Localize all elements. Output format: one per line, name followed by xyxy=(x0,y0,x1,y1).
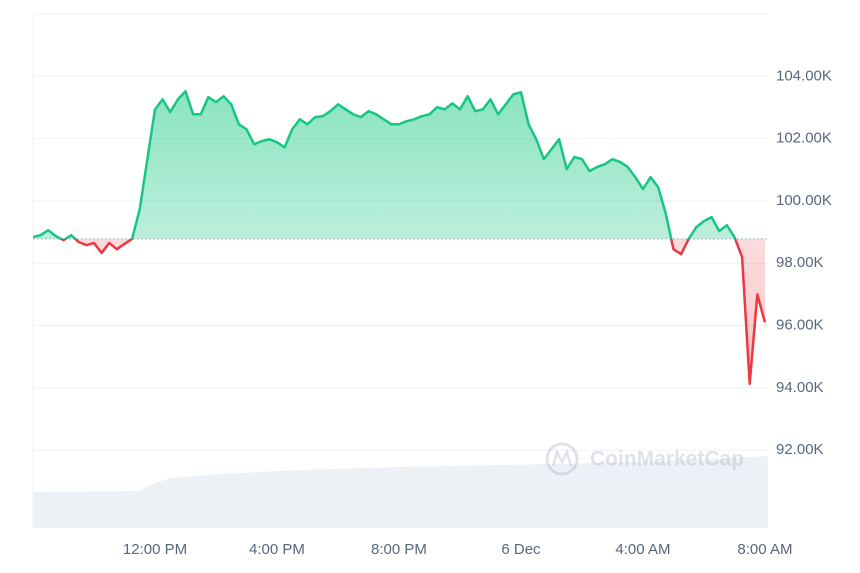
y-tick-label: 94.00K xyxy=(776,379,824,396)
plot xyxy=(33,90,768,386)
y-tick-label: 104.00K xyxy=(776,67,832,84)
y-tick-label: 98.00K xyxy=(776,254,824,271)
area-up xyxy=(33,91,736,239)
watermark: CoinMarketCap xyxy=(545,442,744,476)
x-tick-label: 4:00 AM xyxy=(615,541,670,558)
x-tick-label: 8:00 PM xyxy=(371,541,427,558)
y-tick-label: 100.00K xyxy=(776,192,832,209)
x-tick-label: 6 Dec xyxy=(501,541,541,558)
watermark-text: CoinMarketCap xyxy=(590,448,744,471)
volume-area xyxy=(33,456,768,528)
y-tick-label: 102.00K xyxy=(776,130,832,147)
watermark-logo-mark xyxy=(551,448,573,467)
x-tick-label: 12:00 PM xyxy=(123,541,187,558)
y-tick-label: 96.00K xyxy=(776,316,824,333)
x-tick-label: 4:00 PM xyxy=(249,541,305,558)
price-line-up xyxy=(33,90,737,239)
watermark-logo xyxy=(545,442,579,476)
y-tick-label: 92.00K xyxy=(776,441,824,458)
x-tick-label: 8:00 AM xyxy=(737,541,792,558)
